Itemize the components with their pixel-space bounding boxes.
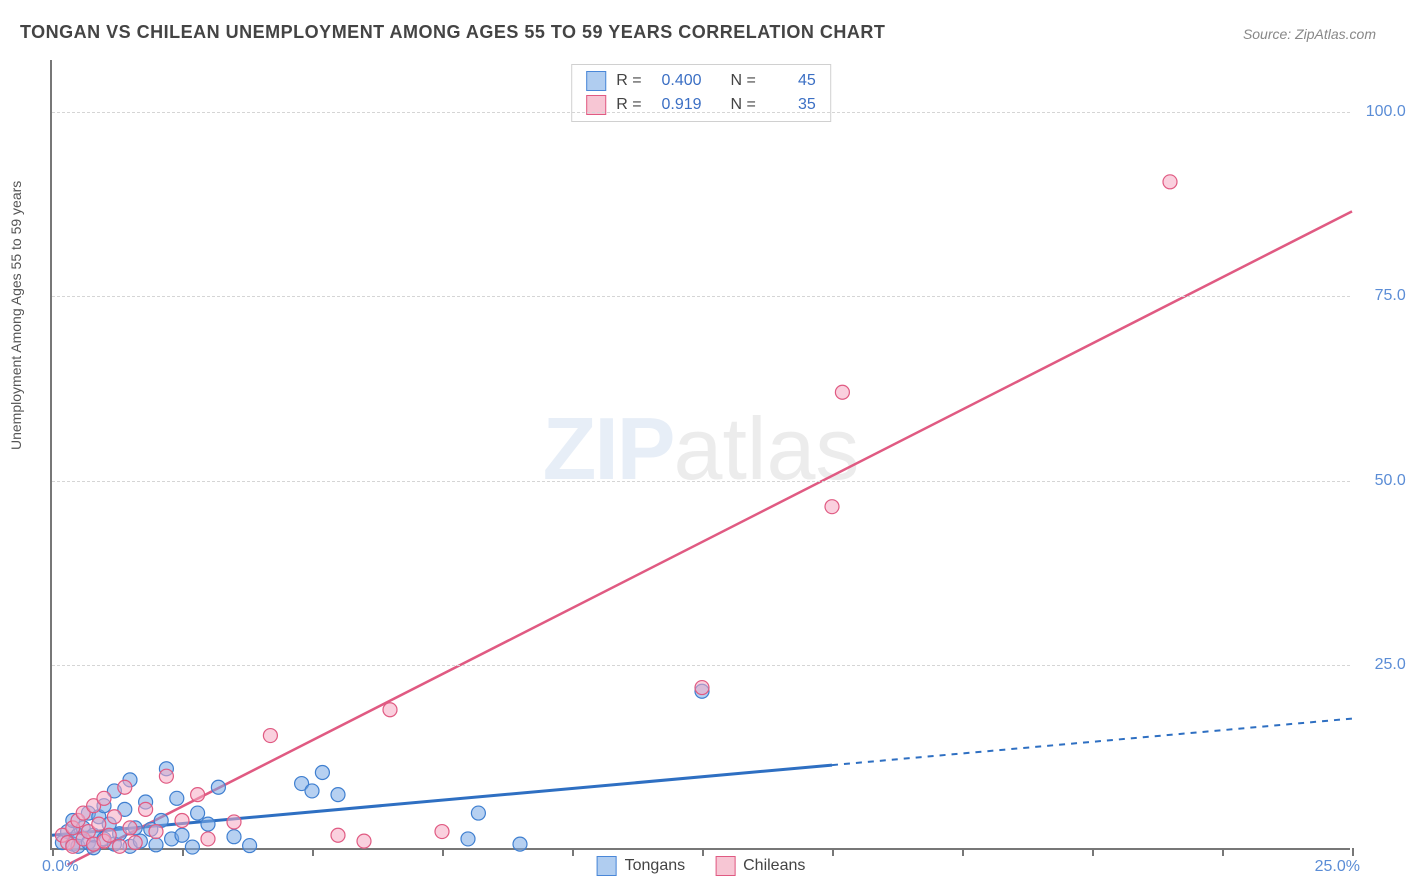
data-point: [159, 769, 173, 783]
data-point: [191, 788, 205, 802]
x-tick: [702, 848, 704, 856]
x-tick: [1352, 848, 1354, 856]
bottom-legend: Tongans Chileans: [597, 856, 806, 876]
data-point: [201, 817, 215, 831]
data-point: [461, 832, 475, 846]
data-point: [123, 821, 137, 835]
data-point: [139, 802, 153, 816]
data-point: [331, 788, 345, 802]
y-tick-label: 50.0%: [1360, 472, 1406, 490]
data-point: [227, 830, 241, 844]
data-point: [331, 828, 345, 842]
data-point: [149, 825, 163, 839]
data-point: [305, 784, 319, 798]
x-tick: [962, 848, 964, 856]
data-point: [513, 837, 527, 851]
x-tick: [572, 848, 574, 856]
y-tick-label: 25.0%: [1360, 656, 1406, 674]
x-axis-max-label: 25.0%: [1315, 858, 1360, 876]
y-tick-label: 100.0%: [1360, 103, 1406, 121]
data-point: [825, 500, 839, 514]
data-point: [102, 828, 116, 842]
source-attribution: Source: ZipAtlas.com: [1243, 26, 1376, 42]
data-point: [113, 839, 127, 853]
y-tick-label: 75.0%: [1360, 287, 1406, 305]
data-point: [149, 838, 163, 852]
trendline-chileans: [68, 211, 1352, 864]
legend-swatch-tongans: [597, 856, 617, 876]
data-point: [211, 780, 225, 794]
x-tick: [182, 848, 184, 856]
data-point: [263, 729, 277, 743]
data-point: [118, 780, 132, 794]
data-point: [92, 817, 106, 831]
gridline-h: [52, 112, 1350, 113]
gridline-h: [52, 296, 1350, 297]
data-point: [357, 834, 371, 848]
data-point: [835, 385, 849, 399]
plot-svg: [52, 60, 1350, 848]
data-point: [107, 810, 121, 824]
data-point: [97, 791, 111, 805]
legend-item-chileans: Chileans: [715, 856, 805, 876]
gridline-h: [52, 481, 1350, 482]
data-point: [201, 832, 215, 846]
x-axis-min-label: 0.0%: [42, 858, 78, 876]
data-point: [383, 703, 397, 717]
x-tick: [52, 848, 54, 856]
x-tick: [1092, 848, 1094, 856]
trendline-tongans-ext: [832, 719, 1352, 766]
x-tick: [442, 848, 444, 856]
x-tick: [832, 848, 834, 856]
data-point: [170, 791, 184, 805]
x-tick: [1222, 848, 1224, 856]
data-point: [243, 839, 257, 853]
data-point: [128, 836, 142, 850]
data-point: [185, 840, 199, 854]
chart-title: TONGAN VS CHILEAN UNEMPLOYMENT AMONG AGE…: [20, 22, 885, 43]
data-point: [695, 681, 709, 695]
data-point: [191, 806, 205, 820]
gridline-h: [52, 665, 1350, 666]
y-axis-label: Unemployment Among Ages 55 to 59 years: [8, 181, 24, 450]
data-point: [175, 813, 189, 827]
legend-swatch-chileans: [715, 856, 735, 876]
data-point: [471, 806, 485, 820]
data-point: [227, 815, 241, 829]
data-point: [175, 828, 189, 842]
data-point: [435, 825, 449, 839]
data-point: [1163, 175, 1177, 189]
plot-area: ZIPatlas R = 0.400 N = 45 R = 0.919 N = …: [50, 60, 1350, 850]
data-point: [315, 765, 329, 779]
x-tick: [312, 848, 314, 856]
legend-label-chileans: Chileans: [743, 857, 805, 875]
legend-label-tongans: Tongans: [625, 857, 686, 875]
legend-item-tongans: Tongans: [597, 856, 686, 876]
